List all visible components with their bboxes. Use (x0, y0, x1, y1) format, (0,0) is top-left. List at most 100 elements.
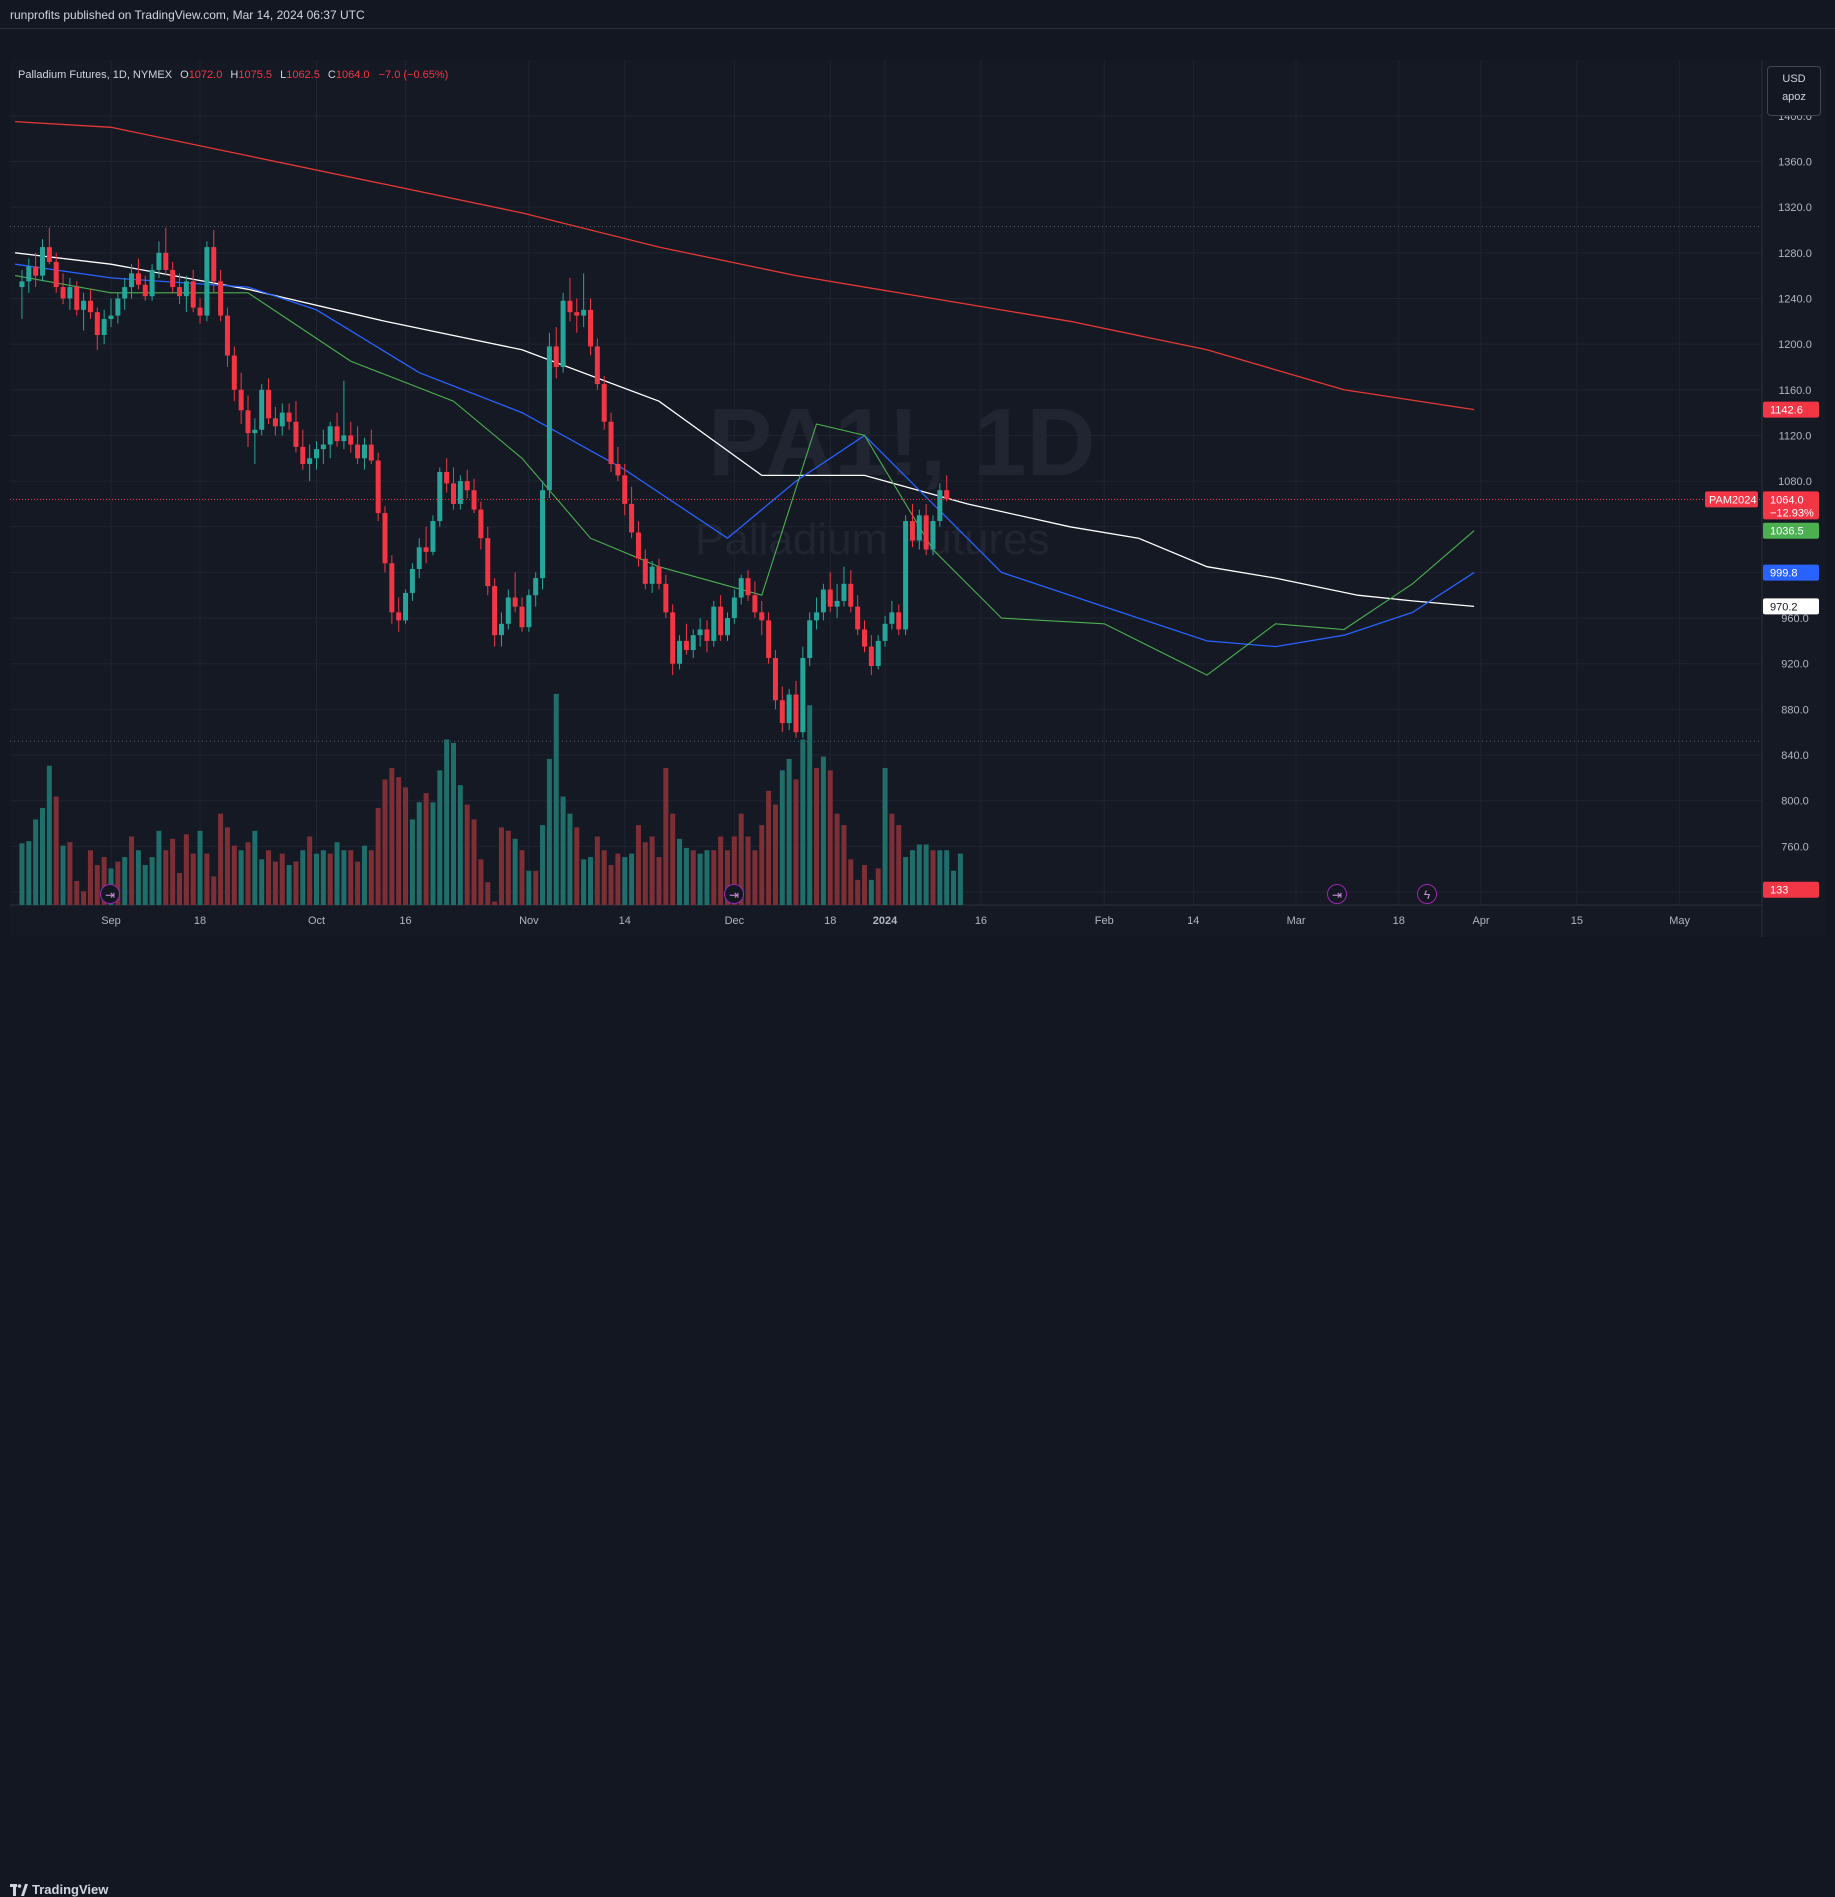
x-tick-label: Nov (519, 915, 539, 927)
candle-body (478, 509, 484, 539)
event-marker-icon[interactable]: ⇥ (100, 884, 120, 904)
currency-unit-button[interactable]: USD apoz (1767, 66, 1821, 116)
candle-body (916, 515, 922, 541)
price-label-value: 133 (1770, 885, 1788, 897)
candle-body (423, 547, 429, 552)
volume-bar (512, 838, 518, 905)
symbol-tag-bg (1705, 491, 1758, 508)
volume-bar (471, 819, 477, 905)
volume-bar (916, 844, 922, 905)
candle-body (252, 429, 258, 434)
volume-bar (834, 813, 840, 905)
volume-bar (766, 790, 772, 905)
event-marker-icon[interactable]: ⇥ (724, 884, 744, 904)
candle-body (546, 346, 552, 491)
volume-bar (601, 850, 607, 905)
volume-bar (718, 836, 724, 905)
volume-bar (786, 758, 792, 905)
candle-body (197, 307, 203, 316)
volume-bar (129, 836, 135, 905)
legend-symbol[interactable]: Palladium Futures, 1D, NYMEX (18, 69, 173, 81)
volume-bar (533, 870, 539, 905)
price-label-change: −12.93% (1770, 507, 1814, 519)
candle-body (540, 490, 546, 579)
volume-bar (485, 882, 491, 905)
candle-body (629, 503, 635, 533)
candle-body (683, 640, 689, 651)
candle-body (224, 315, 230, 356)
symbol-tag: PAM2024 (1709, 494, 1757, 506)
candle-body (115, 298, 121, 316)
candle-body (807, 620, 813, 659)
volume-bar (19, 843, 25, 905)
volume-bar (259, 859, 265, 905)
price-label-bg (1763, 491, 1819, 520)
volume-bar (649, 836, 655, 905)
candle-body (341, 435, 347, 442)
volume-bar (868, 879, 874, 905)
candle-body (690, 635, 696, 651)
top-bar: runprofits published on TradingView.com,… (0, 0, 1835, 29)
volume-bar (670, 813, 676, 905)
volume-bar (622, 857, 628, 905)
price-label-bg (1763, 401, 1819, 418)
candle-body (361, 444, 367, 459)
candle-body (26, 266, 32, 282)
tradingview-logo[interactable]: TradingView (10, 1882, 108, 1897)
volume-bar (540, 825, 546, 905)
price-chart[interactable]: 720.0760.0800.0840.0880.0920.0960.01000.… (0, 0, 1835, 969)
event-marker-icon[interactable]: ⇥ (1327, 884, 1347, 904)
volume-bar (142, 865, 148, 905)
candle-body (101, 319, 107, 335)
candle-body (766, 620, 772, 659)
unit-label: apoz (1782, 91, 1806, 103)
volume-bar (457, 785, 463, 905)
volume-bar (793, 779, 799, 905)
candle-body (87, 300, 93, 313)
volume-bar (464, 804, 470, 905)
candle-body (19, 281, 25, 288)
chart-area[interactable] (10, 60, 1825, 937)
volume-bar (238, 850, 244, 905)
volume-bar (293, 861, 299, 905)
price-label-bg (1763, 522, 1819, 539)
volume-bar (663, 768, 669, 905)
volume-bar (156, 830, 162, 905)
volume-bar (101, 857, 107, 905)
volume-bar (725, 850, 730, 905)
volume-bar (683, 847, 689, 905)
candle-body (293, 421, 299, 447)
candle-body (944, 490, 950, 500)
volume-bar (875, 868, 881, 905)
candle-body (348, 435, 354, 445)
volume-bar (848, 859, 854, 905)
candle-body (588, 309, 593, 347)
volume-bar (492, 901, 498, 905)
candle-body (848, 583, 854, 607)
published-text: runprofits published on TradingView.com,… (10, 8, 365, 22)
x-tick-label: 14 (1187, 915, 1199, 927)
lightning-icon[interactable]: ϟ (1417, 884, 1437, 904)
volume-bar (519, 850, 525, 905)
volume-bar (211, 876, 217, 905)
y-tick-label: 1320.0 (1778, 202, 1812, 214)
volume-bar (224, 827, 230, 905)
volume-bar (807, 705, 813, 905)
candle-body (142, 284, 148, 297)
volume-bar (327, 853, 333, 905)
candle-body (300, 446, 306, 464)
candle-body (464, 481, 470, 491)
volume-bar (930, 850, 936, 905)
legend-close-label: C (327, 69, 336, 81)
legend-open-label: O (180, 69, 189, 81)
candle-body (656, 566, 662, 584)
volume-bar (546, 758, 552, 905)
volume-bar (642, 842, 648, 905)
x-tick-label: 16 (399, 915, 411, 927)
candle-body (827, 589, 833, 607)
candle-body (862, 629, 867, 647)
ma-100-line (15, 252, 1475, 608)
candle-body (177, 287, 182, 297)
candle-body (505, 597, 511, 624)
x-tick-label: Feb (1095, 915, 1114, 927)
